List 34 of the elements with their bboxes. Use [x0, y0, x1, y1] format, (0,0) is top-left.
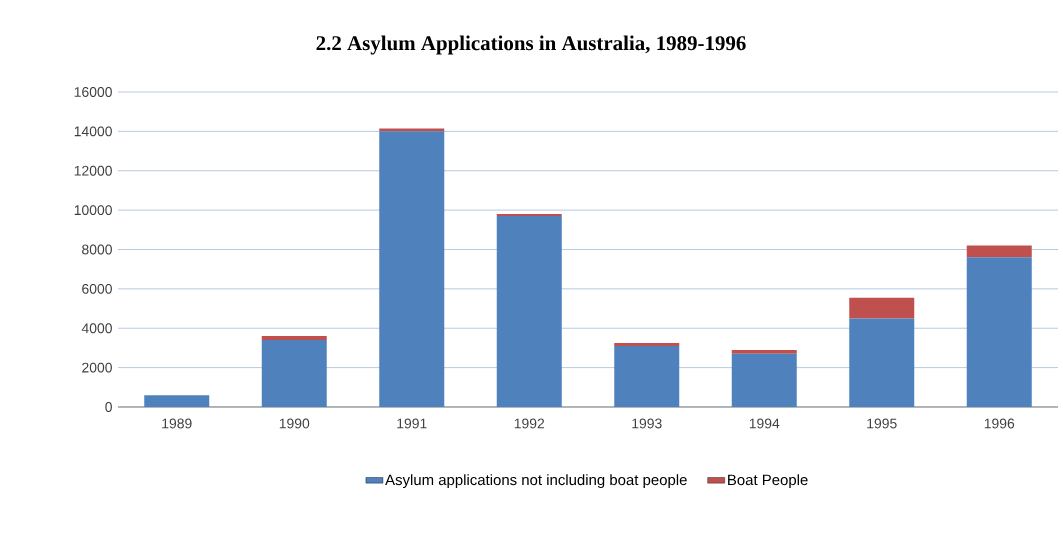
bar	[379, 128, 445, 132]
x-tick-label: 1995	[867, 418, 897, 429]
y-tick-label: 14000	[74, 126, 112, 137]
y-tick-label: 2000	[82, 362, 112, 373]
bar	[144, 395, 210, 407]
legend-label: Asylum applications not including boat people	[385, 474, 687, 489]
bar	[614, 345, 680, 407]
bar	[496, 216, 562, 407]
bar	[261, 336, 327, 341]
y-tick-label: 0	[105, 402, 112, 412]
y-tick-label: 4000	[81, 323, 112, 334]
bar	[966, 257, 1032, 407]
bar	[731, 353, 797, 407]
x-tick-label: 1990	[279, 418, 310, 429]
x-tick-label: 1996	[984, 418, 1015, 429]
y-tick-label: 6000	[82, 283, 112, 294]
y-tick-label: 12000	[74, 165, 112, 176]
x-tick-label: 1989	[162, 418, 192, 429]
legend-label: Boat People	[728, 474, 808, 489]
x-tick-label: 1991	[397, 418, 427, 429]
x-tick-label: 1993	[632, 418, 662, 429]
y-tick-label: 10000	[74, 205, 112, 216]
y-tick-label: 8000	[82, 244, 112, 255]
chart-title: 2.2 Asylum Applications in Australia, 1989-1996	[316, 35, 746, 55]
bar	[966, 245, 1032, 258]
y-tick-label: 16000	[74, 87, 112, 97]
bar	[849, 297, 915, 319]
bar	[849, 318, 915, 407]
x-tick-label: 1994	[749, 418, 780, 429]
bar	[731, 349, 797, 354]
bar	[614, 343, 680, 346]
x-tick-label: 1992	[514, 418, 545, 429]
bar	[261, 340, 327, 407]
bar	[379, 131, 445, 407]
